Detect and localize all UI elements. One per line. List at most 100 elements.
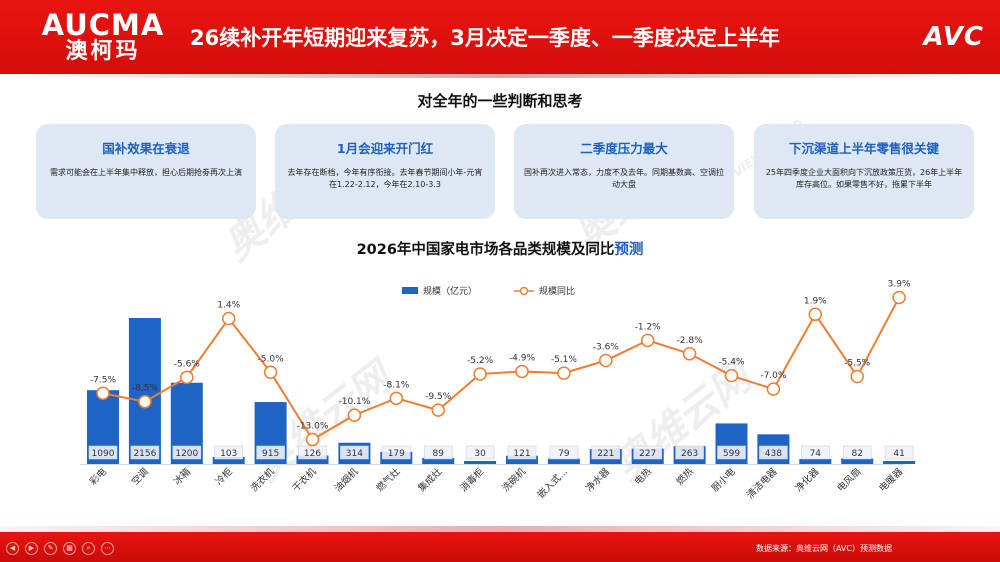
yoy-value-label: -2.8%	[677, 336, 704, 346]
legend-swatch-marker	[519, 286, 529, 296]
bar-value-box	[172, 445, 202, 460]
category-label: 消毒柜	[458, 465, 487, 494]
bar	[296, 455, 329, 464]
bar-value-box	[800, 445, 830, 460]
yoy-marker	[808, 307, 823, 322]
category-label: 燃热	[674, 465, 696, 487]
pen-icon[interactable]: ✎	[44, 542, 57, 555]
yoy-marker	[892, 290, 906, 305]
yoy-marker	[389, 391, 404, 406]
yoy-marker	[682, 347, 697, 361]
bar-value-label: 915	[262, 449, 279, 459]
yoy-marker	[640, 333, 655, 348]
yoy-marker	[766, 382, 781, 396]
yoy-marker	[221, 311, 236, 326]
bar-value-label: 30	[474, 449, 486, 459]
brand-en: AUCMA	[41, 8, 165, 42]
category-label: 清洁电器	[744, 465, 780, 501]
category-label: 燃气灶	[374, 465, 403, 494]
category-label: 干衣机	[290, 465, 319, 494]
more-icon[interactable]: ⋯	[101, 542, 114, 555]
header-bar: AUCMA 澳柯玛 26续补开年短期迎来复苏，3月决定一季度、一季度决定上半年 …	[0, 0, 1000, 78]
bar-value-box	[591, 445, 621, 460]
yoy-value-label: -7.5%	[90, 375, 117, 385]
legend-label-bar: 规模（亿元）	[423, 285, 477, 297]
data-source: 数据来源：奥维云网（AVC）预测数据	[755, 544, 892, 553]
slide-controls: ◀ ▶ ✎ ▦ ⌕ ⋯	[6, 542, 114, 555]
bar-value-box	[507, 445, 537, 460]
brand-cn: 澳柯玛	[65, 39, 141, 64]
yoy-marker	[599, 353, 613, 368]
footer-bar: ◀ ▶ ✎ ▦ ⌕ ⋯ 数据来源：奥维云网（AVC）预测数据	[0, 526, 1000, 562]
bar-value-box	[465, 445, 495, 460]
yoy-value-label: 1.4%	[217, 301, 240, 311]
bar	[841, 458, 874, 464]
yoy-marker	[263, 365, 278, 380]
bar	[883, 461, 916, 464]
category-label: 油烟机	[332, 465, 361, 494]
bar-value-label: 221	[597, 449, 614, 459]
card-body: 需求可能会在上半年集中释放，担心后期抢劵再次上演	[50, 168, 242, 177]
bar-value-box	[884, 445, 914, 460]
yoy-marker	[724, 368, 739, 383]
yoy-value-label: -13.0%	[297, 422, 329, 432]
yoy-value-label: 1.9%	[804, 296, 827, 306]
bar-value-label: 314	[346, 449, 363, 459]
next-slide-icon[interactable]: ▶	[25, 542, 38, 555]
aucma-logo: AUCMA 澳柯玛	[28, 10, 178, 64]
bar-value-label: 1090	[92, 449, 115, 459]
section-title: 对全年的一些判断和思考	[417, 92, 583, 110]
category-label: 冷柜	[213, 465, 235, 487]
bar	[506, 455, 538, 464]
bar-value-box	[549, 445, 579, 460]
bar-value-box	[759, 445, 788, 460]
card-title: 1月会迎来开门红	[336, 141, 434, 156]
bar-value-box	[256, 445, 285, 460]
bar	[422, 457, 455, 464]
card-body: 25年四季度企业大面积向下沉放政策压货，26年上半年库存高位。如果零售不好，拖累…	[765, 168, 963, 189]
yoy-value-label: -9.5%	[425, 392, 452, 402]
yoy-marker	[473, 367, 487, 381]
yoy-value-label: -5.5%	[844, 358, 871, 368]
category-label: 电暖器	[877, 465, 906, 494]
bar-value-box	[675, 445, 704, 460]
bar-value-label: 82	[851, 449, 862, 459]
bar-value-box	[717, 445, 746, 460]
category-label: 彩电	[87, 465, 109, 487]
yoy-value-label: -5.1%	[551, 355, 578, 365]
card-body: 国补再次进入常态，力度不及去年。同期基数高、空调拉动大盘	[524, 168, 724, 189]
bar-value-box	[88, 445, 118, 460]
bar-value-label: 121	[513, 449, 530, 459]
bar-value-label: 103	[220, 449, 237, 459]
card-title: 下沉渠道上半年零售很关键	[788, 141, 939, 156]
category-label: 洗衣机	[248, 465, 277, 494]
category-label: 冰箱	[171, 466, 193, 488]
chart-title-accent: 预测	[614, 242, 644, 258]
yoy-value-label: -5.4%	[718, 358, 745, 368]
bar-value-label: 263	[681, 449, 698, 459]
category-label: 厨小电	[709, 465, 738, 494]
yoy-marker	[138, 394, 152, 409]
zoom-icon[interactable]: ⌕	[82, 542, 95, 555]
bar	[128, 318, 161, 464]
yoy-line	[102, 297, 900, 441]
category-label: 净化器	[793, 465, 822, 494]
yoy-value-label: 3.9%	[888, 280, 911, 290]
bar-value-box	[842, 445, 872, 460]
slides-icon[interactable]: ▦	[63, 542, 76, 555]
bar-value-label: 2156	[133, 449, 156, 459]
insight-card: 二季度压力最大 国补再次进入常态，力度不及去年。同期基数高、空调拉动大盘	[514, 124, 734, 219]
prev-slide-icon[interactable]: ◀	[6, 542, 19, 555]
yoy-value-label: -5.2%	[467, 356, 494, 366]
bar-value-label: 41	[893, 449, 904, 459]
yoy-marker	[180, 370, 194, 385]
bar-value-label: 79	[558, 449, 570, 459]
category-label: 嵌入式...	[535, 466, 570, 501]
category-label: 洗碗机	[499, 465, 528, 494]
category-label: 集成灶	[416, 465, 445, 494]
yoy-value-label: -1.2%	[635, 322, 662, 332]
yoy-value-label: -3.6%	[593, 343, 620, 353]
bar-value-label: 438	[765, 449, 782, 459]
legend-label-line: 规模同比	[539, 285, 575, 297]
